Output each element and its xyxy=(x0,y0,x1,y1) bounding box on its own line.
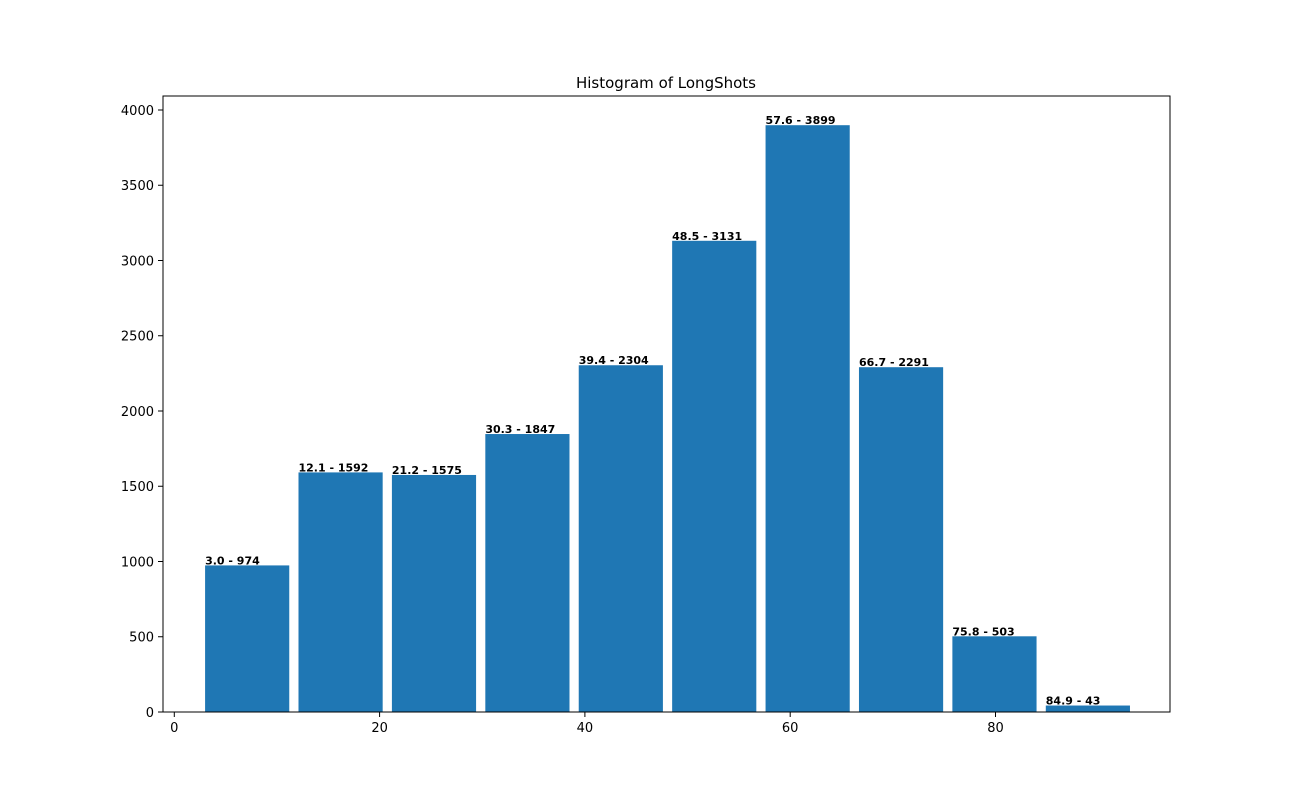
y-axis: 0 500 1000 1500 2000 2500 3000 3500 4000 xyxy=(121,104,163,721)
y-tick-label-1: 500 xyxy=(129,631,154,646)
bar-label-1: 12.1 - 1592 xyxy=(298,461,368,474)
x-tick-label-4: 80 xyxy=(987,721,1004,736)
bar-5 xyxy=(672,240,757,712)
bar-label-5: 48.5 - 3131 xyxy=(672,230,742,243)
y-tick-label-0: 0 xyxy=(146,706,154,721)
y-tick-label-8: 4000 xyxy=(121,104,154,119)
bar-label-8: 75.8 - 503 xyxy=(952,625,1014,638)
bar-4 xyxy=(578,365,663,712)
bar-label-3: 30.3 - 1847 xyxy=(485,423,555,436)
bar-6 xyxy=(765,125,850,713)
x-tick-label-2: 40 xyxy=(577,721,594,736)
bar-label-4: 39.4 - 2304 xyxy=(579,354,649,367)
y-tick-label-3: 1500 xyxy=(121,480,154,495)
bars-group xyxy=(205,125,1130,713)
bar-label-7: 66.7 - 2291 xyxy=(859,356,929,369)
chart-title: Histogram of LongShots xyxy=(576,74,756,92)
bar-label-9: 84.9 - 43 xyxy=(1046,695,1101,708)
plot-frame xyxy=(162,95,1171,713)
y-tick-label-5: 2500 xyxy=(121,330,154,345)
bar-label-0: 3.0 - 974 xyxy=(205,554,260,567)
bar-label-2: 21.2 - 1575 xyxy=(392,464,462,477)
bar-0 xyxy=(205,565,290,712)
bar-2 xyxy=(391,474,477,712)
x-tick-label-3: 60 xyxy=(782,721,799,736)
bar-8 xyxy=(952,636,1037,712)
y-tick-label-7: 3500 xyxy=(121,179,154,194)
y-tick-label-2: 1000 xyxy=(121,555,154,570)
x-tick-label-0: 0 xyxy=(170,721,178,736)
x-tick-label-1: 20 xyxy=(371,721,388,736)
bar-labels-group: 3.0 - 974 12.1 - 1592 21.2 - 1575 30.3 - 18… xyxy=(205,114,1100,707)
x-axis: 0 20 40 60 80 xyxy=(170,712,1004,736)
bar-1 xyxy=(298,472,383,712)
bar-label-6: 57.6 - 3899 xyxy=(766,114,836,127)
bar-3 xyxy=(485,434,570,712)
y-tick-label-6: 3000 xyxy=(121,254,154,269)
y-tick-label-4: 2000 xyxy=(121,405,154,420)
bar-7 xyxy=(858,367,944,712)
bar-9 xyxy=(1045,705,1130,712)
